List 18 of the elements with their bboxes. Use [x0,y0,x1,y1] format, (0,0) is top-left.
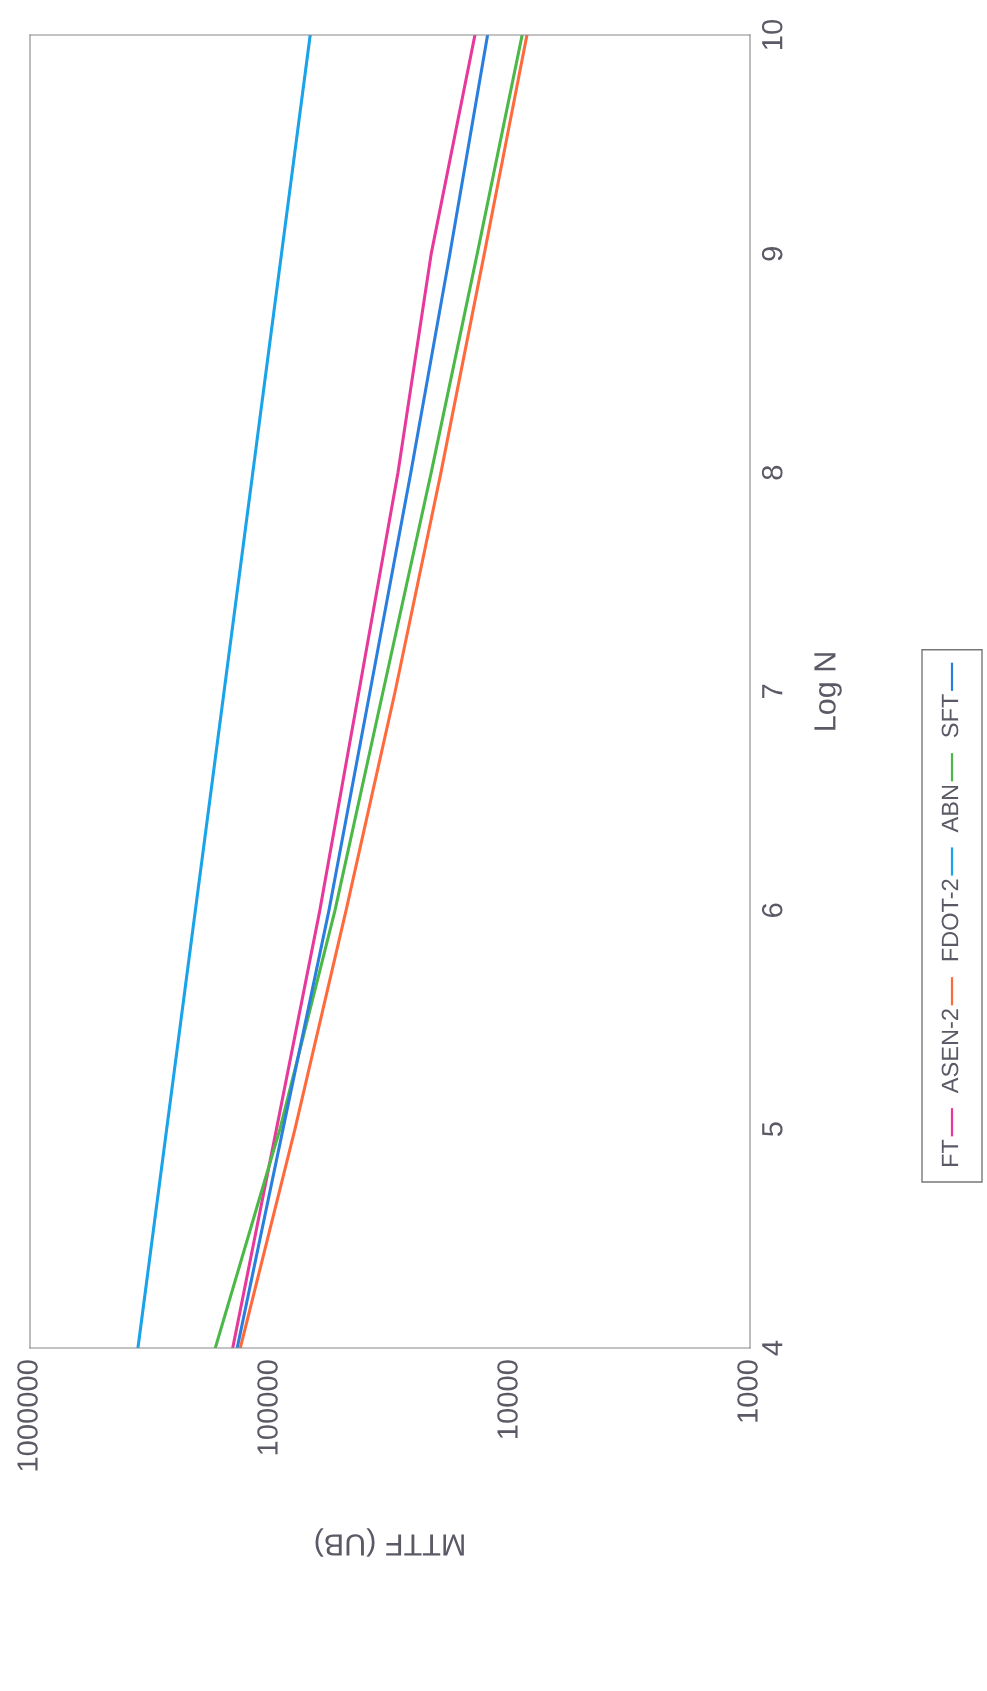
x-tick-label: 1000000 [17,1360,38,1471]
x-axis-title: MTTF (UB) [315,1528,464,1557]
legend-label: ABN [941,785,959,833]
legend-label: SFT [941,694,959,738]
y-tick-label: 10 [761,19,783,49]
y-tick-label: 5 [762,1122,783,1137]
y-tick-label: 8 [761,465,783,480]
legend-label: FDOT-2 [941,879,959,961]
legend-label: ASEN-2 [941,1009,959,1094]
y-tick-label: 9 [761,247,783,261]
x-tick-label: 10000 [497,1360,518,1438]
legend-label: FT [941,1139,959,1167]
y-axis-title: Log N [814,653,842,730]
y-tick-label: 7 [762,684,783,699]
y-tick-label: 6 [761,903,783,917]
y-tick-label: 4 [762,1340,783,1356]
x-tick-label: 100000 [257,1360,278,1455]
x-tick-label: 1000 [737,1360,758,1422]
